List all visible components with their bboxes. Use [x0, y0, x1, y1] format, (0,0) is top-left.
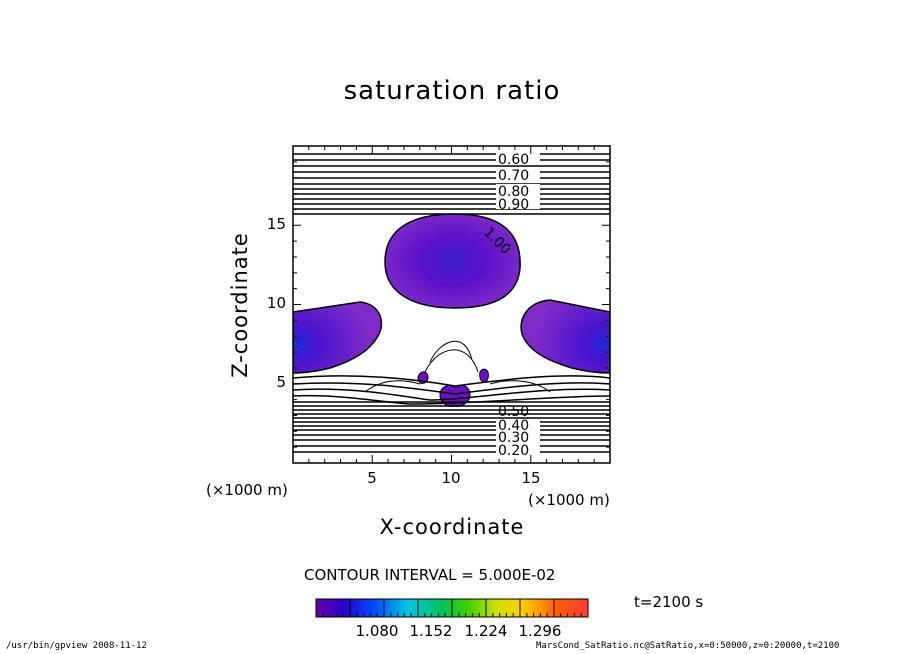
chart-title: saturation ratio [343, 76, 561, 106]
time-label: t=2100 s [634, 593, 704, 611]
contour-label: 0.70 [498, 168, 529, 184]
upper-contours [293, 153, 610, 215]
label-bg [496, 152, 540, 455]
axis-ticks [293, 146, 610, 463]
x-tick-label: 5 [367, 469, 377, 487]
colorbar-tick-label: 1.152 [409, 622, 453, 640]
plume-contours [364, 340, 551, 393]
y-axis-label: Z-coordinate [228, 232, 252, 378]
region-left [293, 301, 383, 374]
contour-label: 0.80 [498, 184, 529, 200]
x-unit-label: (×1000 m) [206, 481, 288, 499]
region-right [520, 299, 610, 374]
x-tick-label: 15 [521, 469, 541, 487]
y-tick-label: 5 [276, 373, 286, 391]
contour-label: 0.30 [498, 430, 529, 446]
colorbar-tick-label: 1.080 [355, 622, 399, 640]
region-top [384, 213, 521, 309]
colorbar-tick-label: 1.296 [518, 622, 562, 640]
lower-contours [293, 375, 610, 453]
region-small-right [479, 368, 489, 383]
contour-labels: 0.60 0.70 0.80 0.90 1.00 0.50 0.40 0.30 … [480, 152, 529, 459]
colorbar-ticks [322, 599, 582, 617]
x-axis-label: X-coordinate [379, 515, 525, 539]
footer-left: /usr/bin/gpview 2008-11-12 [6, 641, 147, 651]
contour-label: 0.50 [498, 404, 529, 420]
colorbar-tick-label: 1.224 [464, 622, 508, 640]
y-tick-label: 15 [266, 215, 286, 233]
contour-label: 0.90 [498, 197, 529, 213]
footer-right: MarsCond_SatRatio.nc@SatRatio,x=0:50000,… [536, 641, 840, 651]
y-tick-label: 10 [266, 294, 286, 312]
contour-interval-label: CONTOUR INTERVAL = 5.000E-02 [304, 566, 556, 584]
contour-label: 0.60 [498, 152, 529, 168]
x-unit-label: (×1000 m) [528, 491, 610, 509]
contour-label: 0.40 [498, 418, 529, 434]
x-tick-label: 10 [441, 469, 461, 487]
contour-label: 0.20 [498, 443, 529, 459]
